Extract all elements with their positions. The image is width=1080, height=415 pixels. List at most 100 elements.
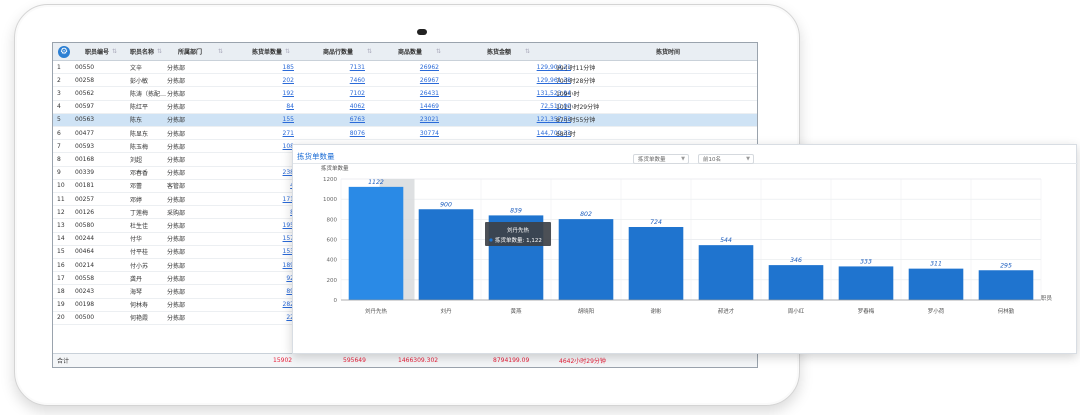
cell-orders[interactable]: 157 xyxy=(282,235,294,243)
sort-icon[interactable]: ⇅ xyxy=(157,48,163,55)
sort-icon[interactable]: ⇅ xyxy=(367,48,373,55)
cell-orders[interactable]: 171 xyxy=(282,195,294,203)
cell-dept: 分拣部 xyxy=(167,64,186,72)
cell-row-index: 7 xyxy=(57,142,61,150)
cell-staff-name: 付华 xyxy=(130,236,143,244)
cell-staff-no: 00258 xyxy=(75,76,95,84)
cell-lines[interactable]: 4062 xyxy=(349,103,365,111)
header-orders[interactable]: 拣货单数量 ⇅ xyxy=(252,48,291,56)
bar[interactable] xyxy=(768,265,824,300)
header-lines[interactable]: 商品行数量 ⇅ xyxy=(323,48,373,56)
cell-dept: 分拣部 xyxy=(167,288,186,296)
cell-dept: 分拣部 xyxy=(167,104,186,112)
metric-select[interactable]: 拣货单数量 ▼ xyxy=(633,154,689,164)
cell-orders[interactable]: 271 xyxy=(282,129,294,137)
bar[interactable] xyxy=(348,186,404,300)
header-qty[interactable]: 商品数量 ⇅ xyxy=(398,48,442,56)
bar[interactable] xyxy=(418,209,474,300)
cell-orders[interactable]: 22 xyxy=(286,314,294,322)
cell-amount[interactable]: 129,904.21 xyxy=(536,63,571,71)
sort-icon[interactable]: ⇅ xyxy=(218,48,224,55)
cell-qty[interactable]: 14469 xyxy=(419,103,439,111)
cell-amount[interactable]: 72,510.00 xyxy=(540,103,571,111)
cell-amount[interactable]: 131,523.84 xyxy=(536,89,571,97)
header-amount[interactable]: 拣货金额 ⇅ xyxy=(487,48,531,56)
cell-lines[interactable]: 7460 xyxy=(349,76,365,84)
cell-orders[interactable]: 155 xyxy=(282,116,294,124)
cell-qty[interactable]: 26962 xyxy=(419,63,439,71)
bar[interactable] xyxy=(978,270,1034,300)
table-row[interactable]: 1 00550 文辛 分拣部 185 7131 26962 129,904.21 99小时11分… xyxy=(53,61,757,75)
header-time[interactable]: 拣货时间 xyxy=(656,49,681,56)
cell-orders[interactable]: 89 xyxy=(286,287,294,295)
sort-icon[interactable]: ⇅ xyxy=(112,48,118,55)
sort-icon[interactable]: ⇅ xyxy=(525,48,531,55)
cell-orders[interactable]: 195 xyxy=(282,221,294,229)
cell-orders[interactable]: 153 xyxy=(282,248,294,256)
sort-icon[interactable]: ⇅ xyxy=(436,48,442,55)
table-row[interactable]: 6 00477 陈显东 分拣部 271 8076 30774 144,700.33 68小时 xyxy=(53,127,757,141)
header-dept[interactable]: 所属部门 ⇅ xyxy=(178,48,224,56)
cell-orders[interactable]: 189 xyxy=(282,261,294,269)
cell-orders[interactable]: 108 xyxy=(282,142,294,150)
cell-lines[interactable]: 7131 xyxy=(349,63,365,71)
cell-amount[interactable]: 129,961.38 xyxy=(536,76,571,84)
cell-orders[interactable]: 4 xyxy=(231,180,294,192)
cell-row-index: 18 xyxy=(57,287,65,295)
cell-time: 109小时 xyxy=(556,90,580,98)
table-row[interactable]: 4 00597 陈红平 分拣部 84 4062 14469 72,510.00 101小时29分… xyxy=(53,101,757,114)
cell-qty[interactable]: 23021 xyxy=(419,116,439,124)
cell-lines[interactable]: 6763 xyxy=(349,116,365,124)
table-row[interactable]: 2 00258 彭小敏 分拣部 202 7460 26967 129,961.38 70小时28… xyxy=(53,74,757,88)
cell-amount[interactable]: 144,700.33 xyxy=(536,129,571,137)
bar-value-label: 295 xyxy=(1000,262,1012,269)
bar-value-label: 900 xyxy=(440,201,452,208)
cell-staff-no: 00168 xyxy=(75,155,95,163)
bar[interactable] xyxy=(628,226,684,300)
cell-staff-name: 陈显东 xyxy=(130,130,149,138)
cell-row-index: 1 xyxy=(57,63,61,71)
settings-gear-icon[interactable]: ⚙ xyxy=(58,46,70,58)
cell-staff-name: 何林寿 xyxy=(130,302,149,310)
table-row[interactable]: 3 00562 陈涛（拣配… 分拣部 192 7102 26431 131,523.84 109… xyxy=(53,87,757,101)
cell-orders[interactable]: 92 xyxy=(286,274,294,282)
cell-dept: 分拣部 xyxy=(167,170,186,178)
cell-orders[interactable]: 185 xyxy=(282,63,294,71)
x-tick-label: 刘丹 xyxy=(440,307,452,315)
bar[interactable] xyxy=(558,219,614,300)
cell-staff-no: 00580 xyxy=(75,221,95,229)
cell-qty[interactable]: 26431 xyxy=(419,89,439,97)
sort-icon[interactable]: ⇅ xyxy=(285,48,291,55)
table-row[interactable]: 5 00563 陈东 分拣部 155 6763 23021 121,357.53 87小时55分… xyxy=(53,113,757,127)
cell-dept: 分拣部 xyxy=(167,90,186,98)
cell-qty[interactable]: 26967 xyxy=(419,76,439,84)
cell-orders xyxy=(231,153,294,165)
cell-staff-name: 邓蕾 xyxy=(130,183,143,191)
header-staff-no[interactable]: 职员编号 ⇅ xyxy=(85,48,118,56)
cell-staff-name: 付小苏 xyxy=(130,262,149,270)
header-staff-name[interactable]: 职员名称 ⇅ xyxy=(130,48,163,56)
cell-qty[interactable]: 30774 xyxy=(419,129,439,137)
cell-row-index: 15 xyxy=(57,248,65,256)
cell-orders[interactable]: 84 xyxy=(286,103,294,111)
cell-lines[interactable]: 8076 xyxy=(349,129,365,137)
cell-row-index: 19 xyxy=(57,301,65,309)
y-axis-title: 拣货单数量 xyxy=(321,164,349,172)
cell-orders[interactable]: 192 xyxy=(282,89,294,97)
bar[interactable] xyxy=(838,266,894,300)
cell-staff-name: 邓婷 xyxy=(130,196,143,204)
cell-row-index: 4 xyxy=(57,103,61,111)
cell-orders[interactable]: 202 xyxy=(282,76,294,84)
cell-dept: 分拣部 xyxy=(167,117,186,125)
bar[interactable] xyxy=(698,245,754,300)
cell-orders[interactable]: 282 xyxy=(282,301,294,309)
cell-lines[interactable]: 7102 xyxy=(349,89,365,97)
cell-amount[interactable]: 121,357.53 xyxy=(536,116,571,124)
cell-orders[interactable]: 8 xyxy=(231,206,294,218)
cell-dept: 分拣部 xyxy=(167,275,186,283)
bar[interactable] xyxy=(908,268,964,300)
cell-orders[interactable]: 238 xyxy=(282,169,294,177)
bar-value-label: 311 xyxy=(930,261,942,268)
total-label: 合计 xyxy=(57,358,70,365)
sort-select[interactable]: 前10名 ▼ xyxy=(698,154,754,164)
